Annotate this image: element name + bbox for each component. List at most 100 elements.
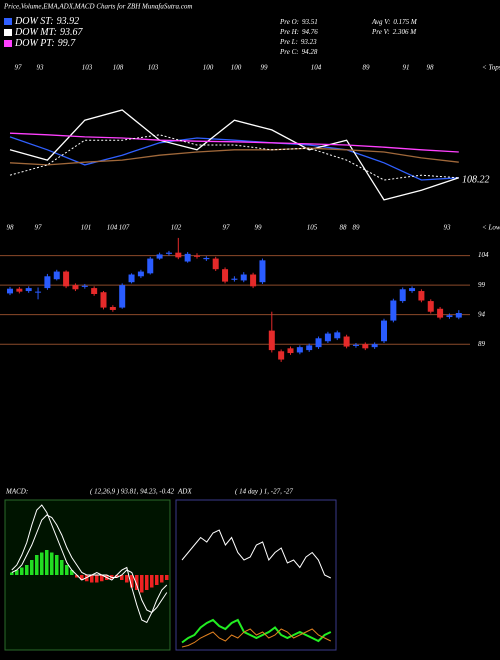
info-item: Avg V: 0.175 M (371, 18, 418, 26)
candle-body (455, 313, 462, 318)
top-label: 104 (311, 64, 322, 72)
candle-body (35, 291, 42, 293)
candle-body (212, 258, 219, 270)
candle-body (278, 351, 285, 360)
candle-body (352, 344, 359, 346)
histogram-bar (75, 575, 79, 578)
adx-title: ADX (177, 488, 192, 496)
info-label: Pre H: (279, 28, 299, 36)
low-label: 98 (7, 224, 15, 232)
histogram-bar (10, 572, 14, 575)
histogram-bar (130, 575, 134, 588)
low-label: 102 (171, 224, 182, 232)
page-title: Price,Volume,EMA,ADX,MACD Charts for ZBH… (3, 3, 192, 11)
histogram-bar (165, 575, 169, 580)
info-item: Pre H: 94.76 (279, 28, 318, 36)
info-value: 0.175 M (393, 18, 418, 26)
candle-body (381, 320, 387, 342)
info-label: Pre V: (371, 28, 390, 36)
info-item: Pre O: 93.51 (279, 18, 318, 26)
histogram-bar (70, 570, 74, 575)
histogram-bar (100, 575, 104, 582)
top-label: 98 (427, 64, 435, 72)
candle-body (128, 274, 135, 283)
candle-body (91, 288, 98, 294)
adx-line (181, 529, 332, 579)
candle-body (156, 254, 163, 259)
candle-body (165, 252, 172, 254)
candle-body (250, 274, 257, 287)
candle-body (44, 276, 51, 289)
candle-body (240, 274, 247, 281)
histogram-bar (140, 575, 144, 593)
legend-swatch (4, 29, 12, 36)
histogram-bar (160, 575, 164, 583)
legend-value: 93.92 (57, 16, 80, 27)
signal-line (11, 514, 168, 614)
low-label: 97 (35, 224, 43, 232)
adx-params: ( 14 day ) 1, -27, -27 (235, 488, 293, 496)
histogram-bar (80, 575, 84, 580)
candle-body (147, 258, 154, 274)
legend-entry: DOW ST: 93.92 (14, 16, 79, 27)
histogram-bar (95, 575, 99, 583)
info-label: Pre L: (279, 38, 298, 46)
info-label: Pre C: (279, 48, 299, 56)
candle-body (418, 291, 425, 301)
histogram-bar (110, 575, 114, 579)
histogram-bar (120, 575, 124, 580)
histogram-bar (35, 555, 39, 575)
histogram-bar (155, 575, 159, 585)
histogram-bar (45, 550, 49, 575)
info-label: Avg V: (371, 18, 390, 26)
legend-name: DOW ST: (14, 16, 54, 27)
low-label: 89 (353, 224, 361, 232)
candle-body (324, 333, 331, 342)
candle-body (268, 330, 275, 351)
adx-line (181, 618, 332, 644)
candle-body (334, 332, 341, 339)
candle-body (81, 285, 88, 287)
top-label: 97 (15, 64, 23, 72)
histogram-bar (55, 555, 59, 575)
histogram-bar (65, 565, 69, 575)
histogram-bar (20, 567, 24, 575)
histogram-bar (115, 575, 119, 578)
candle-body (16, 288, 23, 292)
candle-body (409, 288, 416, 292)
top-label: 103 (82, 64, 93, 72)
histogram-bar (60, 560, 64, 575)
candle-body (306, 345, 313, 351)
top-label: 99 (261, 64, 269, 72)
legend-name: DOW PT: (14, 38, 55, 49)
candle-body (362, 344, 369, 349)
y-tick-label: 94 (478, 310, 486, 318)
candle-body (427, 301, 434, 312)
y-tick-label: 89 (478, 340, 486, 348)
top-label: 100 (231, 64, 242, 72)
candle-body (343, 336, 350, 347)
histogram-bar (30, 560, 34, 575)
histogram-bar (150, 575, 154, 588)
low-label: 104 (107, 224, 118, 232)
info-value: 94.76 (302, 28, 318, 36)
candle-body (25, 288, 32, 292)
legend-swatch (4, 40, 12, 47)
histogram-bar (50, 552, 54, 575)
top-label: 103 (148, 64, 159, 72)
legend-value: 93.67 (60, 27, 84, 38)
candle-body (446, 315, 453, 318)
candle-body (63, 271, 70, 287)
top-label: 108 (113, 64, 124, 72)
top-label: 100 (203, 64, 214, 72)
info-item: Pre C: 94.28 (279, 48, 318, 56)
candle-body (231, 278, 238, 280)
info-value: 94.28 (302, 48, 318, 56)
candle-body (194, 255, 200, 257)
last-value: 108.22 (462, 174, 490, 185)
histogram-bar (85, 575, 89, 582)
candle-body (184, 253, 191, 262)
candle-body (296, 347, 303, 353)
candle-body (437, 308, 444, 318)
